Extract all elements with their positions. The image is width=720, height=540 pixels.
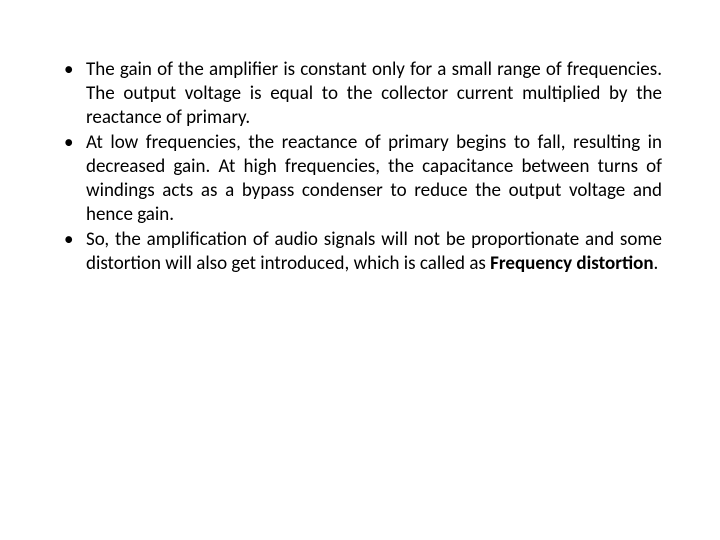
bullet-item: The gain of the amplifier is constant on… <box>58 58 662 129</box>
bullet-text: At low frequencies, the reactance of pri… <box>86 131 662 225</box>
bullet-item: At low frequencies, the reactance of pri… <box>58 131 662 226</box>
bullet-text-suffix: . <box>654 252 659 275</box>
bullet-item: So, the amplification of audio signals w… <box>58 228 662 276</box>
bullet-text-bold: Frequency distortion <box>490 252 653 275</box>
bullet-list: The gain of the amplifier is constant on… <box>58 58 662 276</box>
bullet-text: The gain of the amplifier is constant on… <box>86 58 662 129</box>
